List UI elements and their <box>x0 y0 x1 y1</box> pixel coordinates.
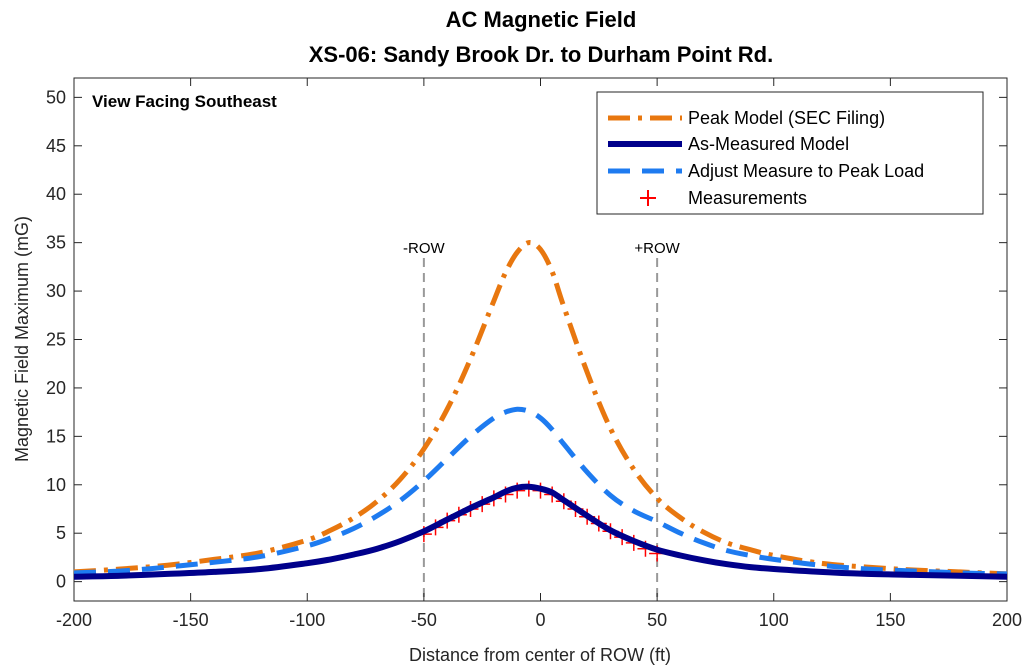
x-tick-label-4: 0 <box>535 610 545 630</box>
x-axis-label: Distance from center of ROW (ft) <box>409 645 671 665</box>
series-line-1 <box>73 483 1008 580</box>
x-tick-label-7: 150 <box>875 610 905 630</box>
row-marker-label-0: -ROW <box>403 240 445 257</box>
view-annotation: View Facing Southeast <box>92 92 277 111</box>
legend-label-1: As-Measured Model <box>688 134 849 154</box>
chart-title: AC Magnetic Field <box>446 7 637 32</box>
y-tick-label-7: 35 <box>46 233 66 253</box>
series-line-0 <box>73 240 1008 577</box>
y-axis-label: Magnetic Field Maximum (mG) <box>12 216 32 462</box>
y-tick-label-6: 30 <box>46 281 66 301</box>
x-tick-label-6: 100 <box>759 610 789 630</box>
y-tick-label-5: 25 <box>46 330 66 350</box>
y-tick-label-9: 45 <box>46 136 66 156</box>
y-tick-label-2: 10 <box>46 475 66 495</box>
legend-label-2: Adjust Measure to Peak Load <box>688 161 924 181</box>
legend-swatch-3 <box>640 190 656 206</box>
y-tick-label-3: 15 <box>46 426 66 446</box>
x-tick-label-0: -200 <box>56 610 92 630</box>
y-tick-label-10: 50 <box>46 87 66 107</box>
x-tick-label-5: 50 <box>647 610 667 630</box>
legend-label-3: Measurements <box>688 188 807 208</box>
x-tick-label-2: -100 <box>289 610 325 630</box>
y-tick-label-4: 20 <box>46 378 66 398</box>
legend-box <box>596 91 984 215</box>
y-tick-label-1: 5 <box>56 523 66 543</box>
x-tick-label-3: -50 <box>411 610 437 630</box>
row-marker-label-1: +ROW <box>634 240 680 257</box>
legend-label-0: Peak Model (SEC Filing) <box>688 108 885 128</box>
y-tick-label-0: 0 <box>56 572 66 592</box>
series-line-2 <box>73 406 1008 577</box>
chart-marks: -ROW +ROW <box>73 240 1008 601</box>
chart-subtitle: XS-06: Sandy Brook Dr. to Durham Point R… <box>309 42 774 67</box>
axis-ticks: -200 -150 -100 -50 0 50 100 150 200 0 5 10 15 20 25 30 3… <box>46 78 1022 630</box>
legend: Peak Model (SEC Filing) As-Measured Model… <box>596 91 984 215</box>
y-tick-label-8: 40 <box>46 184 66 204</box>
x-tick-label-1: -150 <box>173 610 209 630</box>
x-tick-label-8: 200 <box>992 610 1022 630</box>
